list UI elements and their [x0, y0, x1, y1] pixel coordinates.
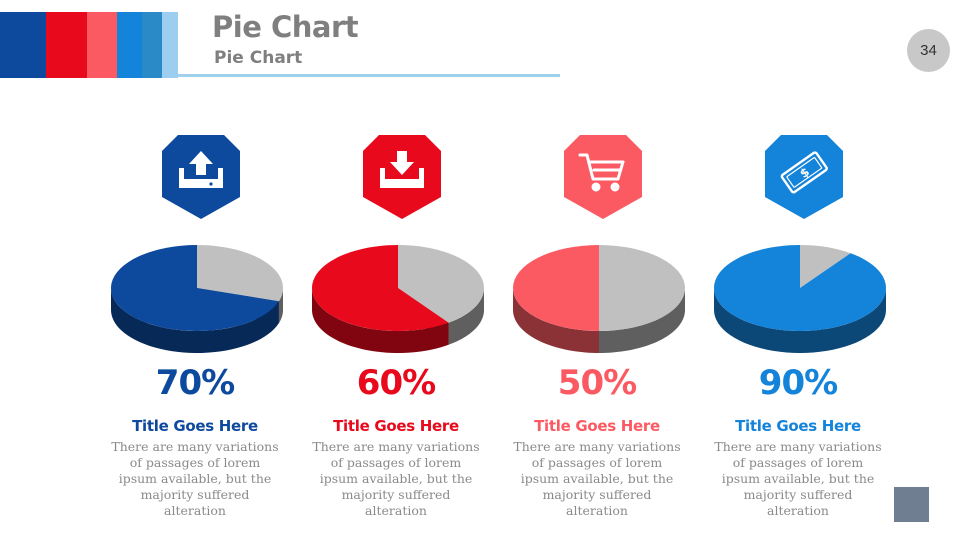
pie-chart: [312, 245, 485, 353]
card-title: Title Goes Here: [534, 417, 660, 435]
pie-slice-rest: [197, 245, 284, 302]
pie-chart: [513, 245, 685, 353]
pie-slice-rest: [800, 245, 851, 288]
icon-badge: $: [765, 135, 843, 219]
pie-slice-value: [513, 245, 599, 331]
pie-side-value: [111, 288, 279, 353]
pie-side-value: [513, 288, 599, 353]
stripe: [117, 12, 142, 78]
pie-chart: [714, 245, 887, 353]
upload-icon: [179, 151, 223, 188]
page-title: Pie Chart: [212, 10, 359, 44]
card-title: Title Goes Here: [735, 417, 861, 435]
icon-badge: [564, 135, 642, 219]
header-stripes: [0, 12, 178, 78]
title-underline: [178, 74, 560, 77]
pie-chart: [111, 245, 284, 353]
pie-side-value: [714, 288, 886, 353]
pie-slice-value: [111, 245, 279, 331]
badge-shape: [363, 135, 441, 219]
stripe: [87, 12, 117, 78]
download-icon: [380, 151, 424, 188]
stripe: [46, 12, 87, 78]
pie-side-value: [312, 288, 449, 353]
badge-shape: [162, 135, 240, 219]
badge-shape: [564, 135, 642, 219]
card-description: There are many variations of passages of…: [714, 439, 882, 518]
card-description: There are many variations of passages of…: [312, 439, 480, 518]
stripe: [0, 12, 46, 78]
stripe: [162, 12, 178, 78]
badge-shape: [765, 135, 843, 219]
pie-side-rest: [599, 288, 685, 353]
percentage-label: 90%: [758, 363, 838, 403]
shopping-cart-icon: [578, 153, 625, 192]
percentage-label: 60%: [356, 363, 436, 403]
pie-side-rest: [278, 288, 283, 324]
corner-square: [894, 487, 929, 522]
card-description: There are many variations of passages of…: [513, 439, 681, 518]
icon-badge: [363, 135, 441, 219]
page-subtitle: Pie Chart: [214, 48, 303, 68]
page-number-badge: 34: [907, 29, 950, 72]
percentage-label: 70%: [155, 363, 235, 403]
card-title: Title Goes Here: [333, 417, 459, 435]
pie-slice-value: [714, 245, 887, 331]
pie-side-rest: [448, 288, 484, 345]
percentage-label: 50%: [557, 363, 637, 403]
pie-slice-rest: [398, 245, 485, 323]
card-description: There are many variations of passages of…: [111, 439, 279, 518]
stripe: [142, 12, 162, 78]
card-title: Title Goes Here: [132, 417, 258, 435]
pie-slice-value: [312, 245, 449, 331]
pie-slice-rest: [599, 245, 685, 331]
icon-badge: [162, 135, 240, 219]
